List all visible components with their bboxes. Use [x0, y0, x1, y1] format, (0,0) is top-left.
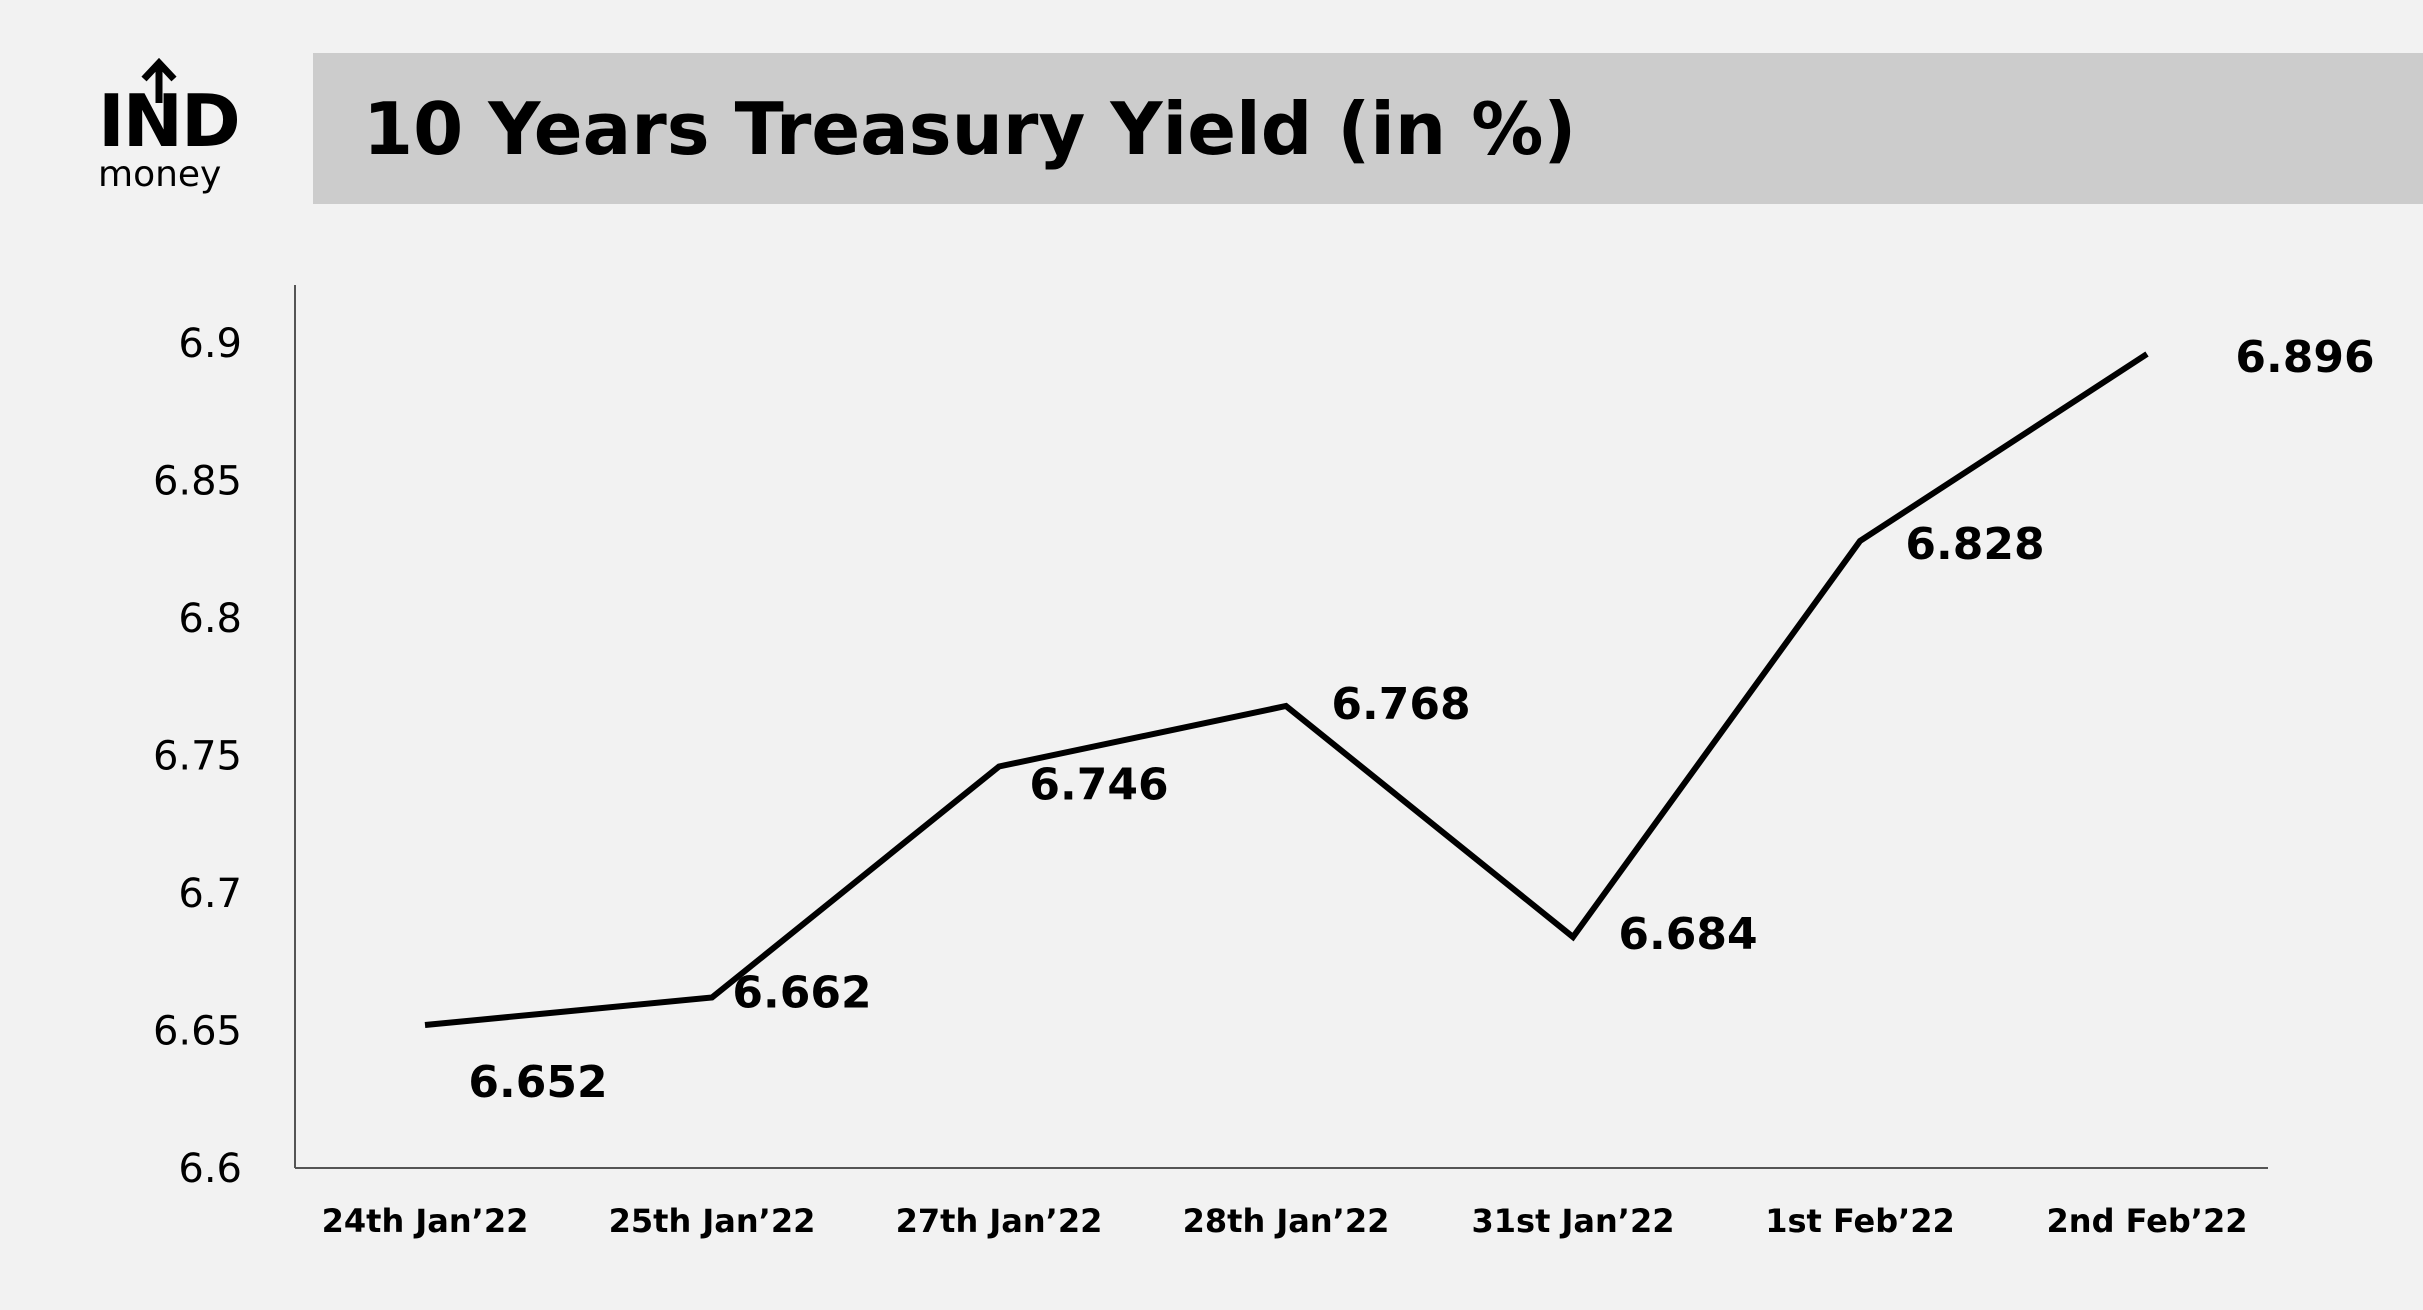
up-arrow-icon	[141, 57, 177, 103]
x-tick-label: 24th Jan’22	[322, 1202, 529, 1240]
y-tick-label: 6.85	[153, 459, 242, 505]
data-label: 6.828	[1905, 519, 2044, 570]
brand-logo: IND money	[80, 55, 250, 205]
x-tick-label: 25th Jan’22	[609, 1202, 816, 1240]
data-label: 6.662	[732, 968, 871, 1019]
y-tick-label: 6.8	[178, 596, 242, 642]
data-label: 6.652	[468, 1057, 607, 1108]
y-tick-label: 6.7	[178, 871, 242, 917]
x-tick-label: 31st Jan’22	[1472, 1202, 1675, 1240]
y-tick-labels: 6.6 6.65 6.7 6.75 6.8 6.85 6.9	[153, 321, 242, 1192]
logo-mark: IND	[98, 79, 241, 163]
data-label: 6.768	[1331, 679, 1470, 730]
series-line	[424, 351, 2149, 1028]
title-bar: 10 Years Treasury Yield (in %)	[313, 53, 2423, 204]
y-tick-label: 6.75	[153, 734, 242, 780]
y-tick-label: 6.65	[153, 1009, 242, 1055]
data-label: 6.684	[1618, 909, 1757, 960]
x-tick-label: 28th Jan’22	[1183, 1202, 1390, 1240]
x-tick-label: 1st Feb’22	[1765, 1202, 1955, 1240]
x-tick-label: 27th Jan’22	[896, 1202, 1103, 1240]
x-tick-label: 2nd Feb’22	[2047, 1202, 2248, 1240]
data-label: 6.746	[1029, 760, 1168, 811]
data-labels: 6.652 6.662 6.746 6.768 6.684 6.828 6.896	[468, 332, 2374, 1108]
y-tick-label: 6.9	[178, 321, 242, 367]
x-tick-labels: 24th Jan’22 25th Jan’22 27th Jan’22 28th Ja…	[322, 1202, 2248, 1240]
chart-title: 10 Years Treasury Yield (in %)	[363, 87, 1577, 171]
data-label: 6.896	[2235, 332, 2374, 383]
y-tick-label: 6.6	[178, 1146, 242, 1192]
logo-subtext: money	[98, 154, 222, 195]
